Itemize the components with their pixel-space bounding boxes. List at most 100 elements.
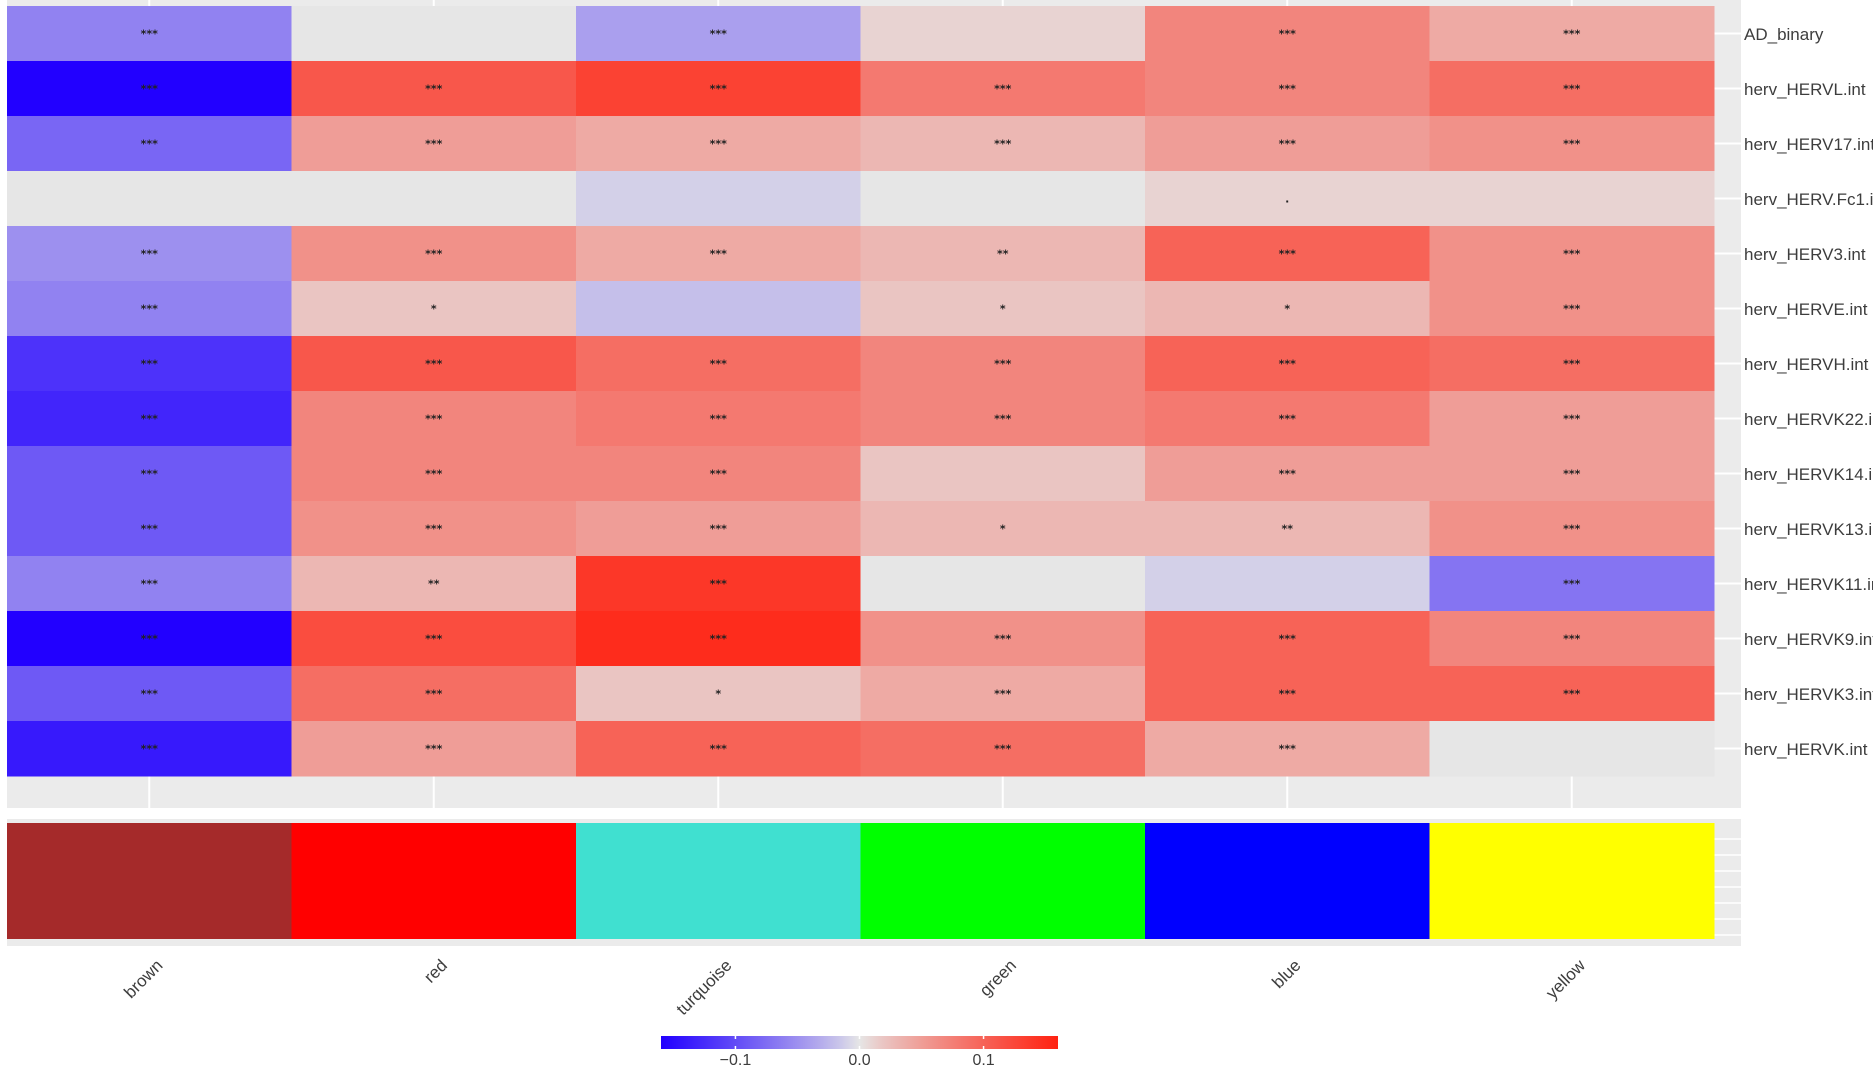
significance-label: *** xyxy=(141,248,159,261)
significance-label: *** xyxy=(994,743,1012,756)
heatmap-cell-herv-herv-fc1-int-yellow xyxy=(1429,171,1715,227)
significance-label: *** xyxy=(141,413,159,426)
heatmap-cell-ad-binary-red xyxy=(291,6,577,62)
heatmap-cell-herv-hervk-int-yellow xyxy=(1429,721,1715,777)
significance-label: ** xyxy=(1281,523,1293,536)
significance-label: * xyxy=(431,303,437,316)
heatmap-cell-herv-hervk13-int-green xyxy=(860,501,1146,557)
column-label-turquoise: turquoise xyxy=(673,956,736,1019)
significance-label: *** xyxy=(1563,248,1581,261)
heatmap-cell-herv-herv17-int-yellow xyxy=(1429,116,1715,172)
heatmap-cell-herv-herv-fc1-int-brown xyxy=(7,171,292,227)
significance-label: *** xyxy=(425,633,443,646)
heatmap-cell-herv-herv3-int-blue xyxy=(1145,226,1430,282)
significance-label: *** xyxy=(425,83,443,96)
heatmap-cell-herv-hervk3-int-blue xyxy=(1145,666,1430,722)
significance-label: *** xyxy=(710,578,728,591)
significance-label: *** xyxy=(141,138,159,151)
row-label-herv-hervk22-int: herv_HERVK22.int xyxy=(1744,410,1873,429)
row-label-herv-hervk9-int: herv_HERVK9.int xyxy=(1744,630,1873,649)
heatmap-cell-herv-hervk11-int-yellow xyxy=(1429,556,1715,612)
significance-label: *** xyxy=(141,523,159,536)
significance-label: *** xyxy=(710,743,728,756)
significance-label: *** xyxy=(1563,688,1581,701)
heatmap-cell-herv-hervk14-int-blue xyxy=(1145,446,1430,502)
significance-label: *** xyxy=(710,523,728,536)
significance-label: *** xyxy=(425,523,443,536)
significance-label: *** xyxy=(710,138,728,151)
row-label-herv-hervl-int: herv_HERVL.int xyxy=(1744,80,1866,99)
heatmap-cell-herv-herv17-int-blue xyxy=(1145,116,1430,172)
row-label-herv-herv3-int: herv_HERV3.int xyxy=(1744,245,1866,264)
row-label-herv-hervk14-int: herv_HERVK14.int xyxy=(1744,465,1873,484)
module-color-blue xyxy=(1145,823,1430,939)
heatmap-cell-herv-hervk14-int-yellow xyxy=(1429,446,1715,502)
significance-label: ** xyxy=(997,248,1009,261)
heatmap-cell-herv-hervh-int-blue xyxy=(1145,336,1430,392)
column-label-yellow: yellow xyxy=(1542,955,1589,1002)
significance-label: *** xyxy=(994,358,1012,371)
heatmap-cell-herv-hervk13-int-brown xyxy=(7,501,292,557)
module-color-turquoise xyxy=(576,823,861,939)
significance-label: *** xyxy=(1563,83,1581,96)
heatmap-cell-herv-herve-int-turquoise xyxy=(576,281,861,337)
row-label-herv-hervk11-int: herv_HERVK11.int xyxy=(1744,575,1873,594)
color-legend: −0.1 0.0 0.1 xyxy=(661,1036,1058,1069)
heatmap-cell-herv-herv3-int-yellow xyxy=(1429,226,1715,282)
significance-label: *** xyxy=(141,468,159,481)
significance-label: *** xyxy=(1563,523,1581,536)
heatmap-cell-herv-hervk9-int-blue xyxy=(1145,611,1430,667)
heatmap-cell-herv-herve-int-blue xyxy=(1145,281,1430,337)
significance-label: *** xyxy=(425,138,443,151)
row-label-herv-hervh-int: herv_HERVH.int xyxy=(1744,355,1869,374)
heatmap-cell-herv-hervk14-int-brown xyxy=(7,446,292,502)
column-labels: brown red turquoise green blue yellow xyxy=(120,955,1589,1018)
heatmap-cell-herv-herve-int-green xyxy=(860,281,1146,337)
significance-label: *** xyxy=(710,248,728,261)
significance-label: *** xyxy=(425,468,443,481)
significance-label: *** xyxy=(1279,83,1297,96)
heatmap-cell-herv-hervk14-int-red xyxy=(291,446,577,502)
significance-label: *** xyxy=(141,83,159,96)
heatmap-cell-herv-hervk22-int-green xyxy=(860,391,1146,447)
significance-label: *** xyxy=(1563,138,1581,151)
significance-label: *** xyxy=(1279,633,1297,646)
heatmap-cell-herv-hervk13-int-red xyxy=(291,501,577,557)
column-label-blue: blue xyxy=(1268,956,1304,992)
significance-label: *** xyxy=(994,633,1012,646)
heatmap-cell-herv-hervk11-int-brown xyxy=(7,556,292,612)
significance-label: * xyxy=(1284,303,1290,316)
significance-label: *** xyxy=(1279,248,1297,261)
heatmap-cell-herv-hervk14-int-turquoise xyxy=(576,446,861,502)
heatmap-cell-herv-hervk22-int-yellow xyxy=(1429,391,1715,447)
heatmap-cell-herv-hervk11-int-blue xyxy=(1145,556,1430,612)
heatmap-cell-herv-hervk13-int-turquoise xyxy=(576,501,861,557)
significance-label: *** xyxy=(141,688,159,701)
heatmap-cell-herv-hervk3-int-yellow xyxy=(1429,666,1715,722)
heatmap-cell-herv-herv-fc1-int-red xyxy=(291,171,577,227)
significance-label: *** xyxy=(1279,688,1297,701)
heatmap-cell-herv-hervk3-int-turquoise xyxy=(576,666,861,722)
row-label-herv-hervk-int: herv_HERVK.int xyxy=(1744,740,1868,759)
heatmap-cell-herv-hervk9-int-green xyxy=(860,611,1146,667)
column-label-red: red xyxy=(420,956,451,987)
significance-label: . xyxy=(1285,193,1289,206)
module-color-green xyxy=(860,823,1146,939)
significance-label: *** xyxy=(425,248,443,261)
heatmap-cell-herv-hervk11-int-green xyxy=(860,556,1146,612)
heatmap-cell-herv-hervk22-int-turquoise xyxy=(576,391,861,447)
significance-label: *** xyxy=(994,688,1012,701)
row-label-herv-herv17-int: herv_HERV17.int xyxy=(1744,135,1873,154)
significance-label: *** xyxy=(1563,358,1581,371)
heatmap-cell-herv-hervl-int-turquoise xyxy=(576,61,861,117)
heatmap-cell-herv-herv-fc1-int-blue xyxy=(1145,171,1430,227)
module-color-red xyxy=(291,823,577,939)
column-label-green: green xyxy=(976,956,1020,1000)
heatmap-cell-herv-hervk9-int-brown xyxy=(7,611,292,667)
significance-label: *** xyxy=(1563,413,1581,426)
heatmap-cell-herv-herv17-int-green xyxy=(860,116,1146,172)
heatmap-cell-ad-binary-blue xyxy=(1145,6,1430,62)
significance-label: *** xyxy=(1279,28,1297,41)
significance-label: *** xyxy=(1279,413,1297,426)
significance-label: *** xyxy=(425,358,443,371)
